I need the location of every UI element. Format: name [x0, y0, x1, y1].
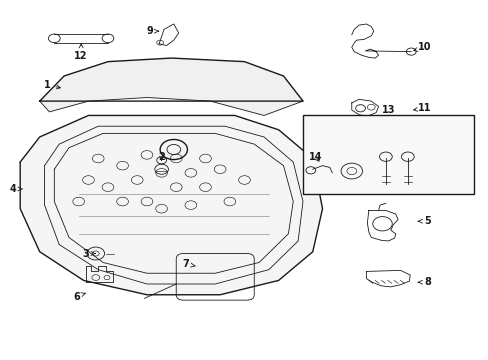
- Text: 1: 1: [43, 80, 61, 90]
- Polygon shape: [40, 58, 303, 116]
- Text: 7: 7: [182, 259, 195, 269]
- Text: 14: 14: [308, 152, 321, 162]
- Text: 6: 6: [73, 292, 85, 302]
- Text: 11: 11: [413, 103, 431, 113]
- Text: 10: 10: [413, 42, 431, 52]
- Polygon shape: [20, 116, 322, 295]
- Text: 4: 4: [9, 184, 22, 194]
- Text: 3: 3: [82, 248, 95, 258]
- Text: 5: 5: [417, 216, 430, 226]
- Text: 8: 8: [417, 277, 430, 287]
- Text: 2: 2: [158, 152, 164, 162]
- Text: 12: 12: [74, 44, 88, 61]
- Text: 13: 13: [381, 105, 394, 115]
- Bar: [303, 116, 473, 194]
- Text: 9: 9: [146, 26, 158, 36]
